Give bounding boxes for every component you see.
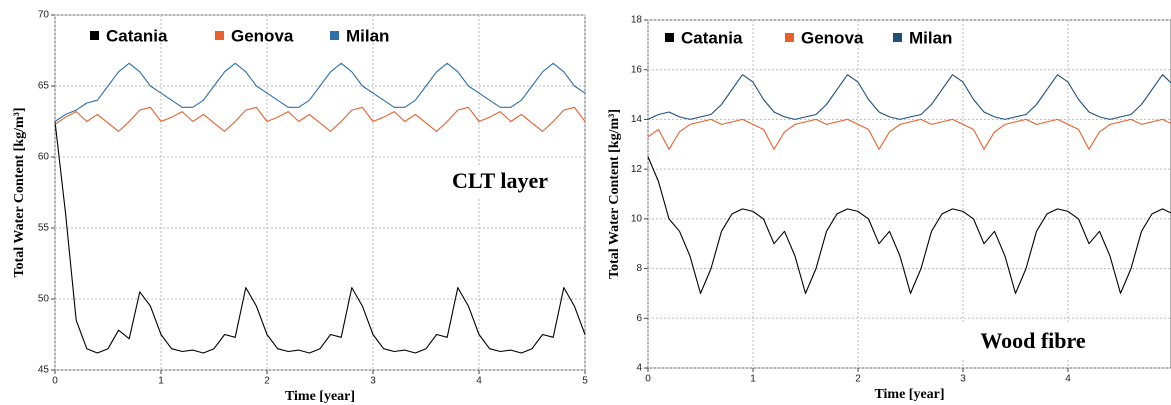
data-line [647, 156, 1171, 294]
annotation-box [436, 165, 564, 199]
x-tick-label: 1 [158, 376, 164, 387]
legend-label: Genova [801, 28, 864, 47]
legend-swatch [215, 31, 224, 40]
data-line [54, 106, 586, 132]
y-tick-label: 6 [636, 313, 642, 324]
x-tick-label: 4 [476, 376, 482, 387]
y-tick-label: 4 [636, 363, 642, 374]
legend-label: Genova [231, 26, 294, 45]
legend-swatch [90, 31, 99, 40]
y-tick-label: 14 [631, 114, 643, 125]
y-tick-label: 70 [38, 10, 50, 21]
y-tick-label: 18 [631, 15, 643, 26]
legend-label: Catania [681, 28, 743, 47]
data-line [647, 118, 1171, 150]
x-tick-label: 0 [52, 376, 58, 387]
x-tick-label: 5 [582, 376, 588, 387]
x-tick-label: 1 [750, 374, 756, 385]
y-tick-label: 10 [631, 213, 643, 224]
y-tick-label: 8 [636, 263, 642, 274]
y-axis-label: Total Water Content [kg/m³] [607, 109, 622, 279]
data-line [647, 74, 1171, 120]
y-axis-label: Total Water Content [kg/m³] [12, 108, 27, 278]
y-tick-label: 16 [631, 64, 643, 75]
y-tick-label: 55 [38, 223, 50, 234]
legend-swatch [330, 31, 339, 40]
y-tick-label: 60 [38, 152, 50, 163]
legend-swatch [893, 33, 902, 42]
data-line [54, 121, 586, 354]
data-line [54, 62, 586, 122]
y-tick-label: 12 [631, 164, 643, 175]
legend-swatch [665, 33, 674, 42]
x-tick-label: 2 [855, 374, 861, 385]
plot-area [647, 19, 1171, 369]
x-axis-label: Time [year] [285, 389, 355, 404]
y-tick-label: 65 [38, 81, 50, 92]
annotation-box [958, 324, 1108, 360]
annotation: Wood fibre [980, 328, 1086, 353]
legend-label: Catania [106, 26, 168, 45]
x-tick-label: 0 [645, 374, 651, 385]
x-tick-label: 3 [960, 374, 966, 385]
x-axis-label: Time [year] [874, 387, 944, 402]
x-tick-label: 4 [1065, 374, 1071, 385]
x-tick-label: 3 [370, 376, 376, 387]
annotation: CLT layer [452, 168, 548, 193]
legend-swatch [785, 33, 794, 42]
legend-label: Milan [909, 28, 952, 47]
y-tick-label: 45 [38, 365, 50, 376]
y-tick-label: 50 [38, 294, 50, 305]
x-tick-label: 2 [264, 376, 270, 387]
legend-label: Milan [346, 26, 389, 45]
